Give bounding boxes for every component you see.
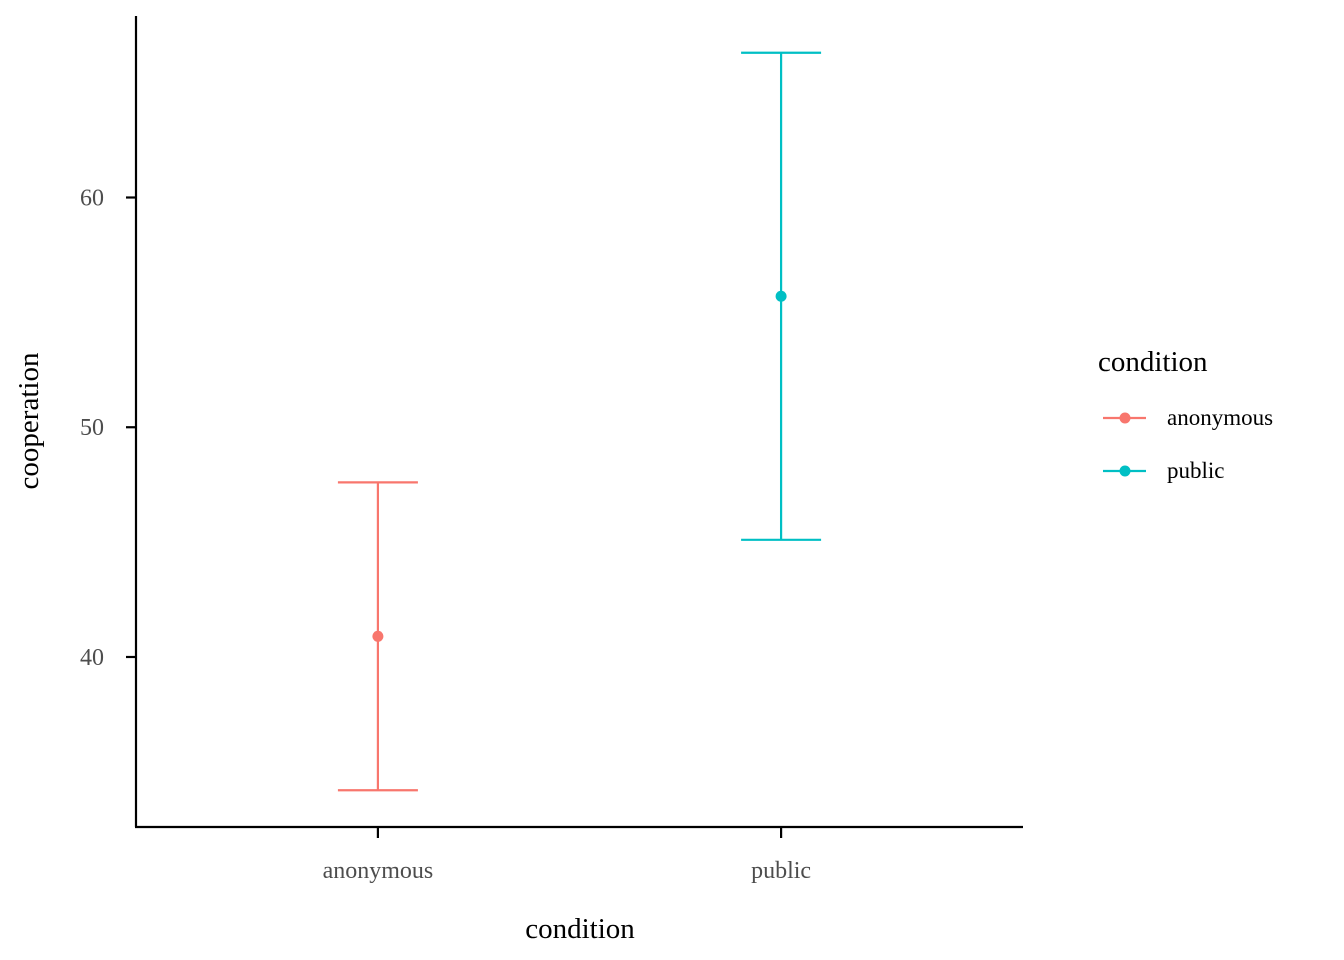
x-ticks: anonymous public [323, 827, 811, 884]
mean-point [775, 290, 787, 302]
legend-label: anonymous [1167, 405, 1273, 430]
legend-key-point [1119, 465, 1131, 477]
x-tick-label: anonymous [323, 858, 434, 884]
y-tick-label: 50 [80, 415, 104, 441]
legend-entry: public [1103, 458, 1225, 483]
legend: condition anonymous public [1098, 346, 1273, 483]
y-tick-label: 40 [80, 645, 104, 671]
errorbar-public [741, 51, 822, 541]
x-axis-title: condition [525, 913, 635, 945]
y-tick-label: 60 [80, 185, 104, 211]
errorbar-anonymous [337, 481, 418, 792]
x-tick-label: public [751, 858, 811, 884]
y-ticks: 40 50 60 [80, 185, 136, 671]
y-axis-title: cooperation [13, 352, 45, 489]
legend-label: public [1167, 458, 1225, 483]
legend-key-point [1119, 412, 1131, 424]
legend-entry: anonymous [1103, 405, 1273, 430]
plot-area [337, 51, 822, 792]
mean-point [372, 630, 384, 642]
legend-title: condition [1098, 346, 1208, 378]
axes: 40 50 60 anonymous public [80, 16, 1023, 884]
legend-entries: anonymous public [1103, 405, 1273, 483]
